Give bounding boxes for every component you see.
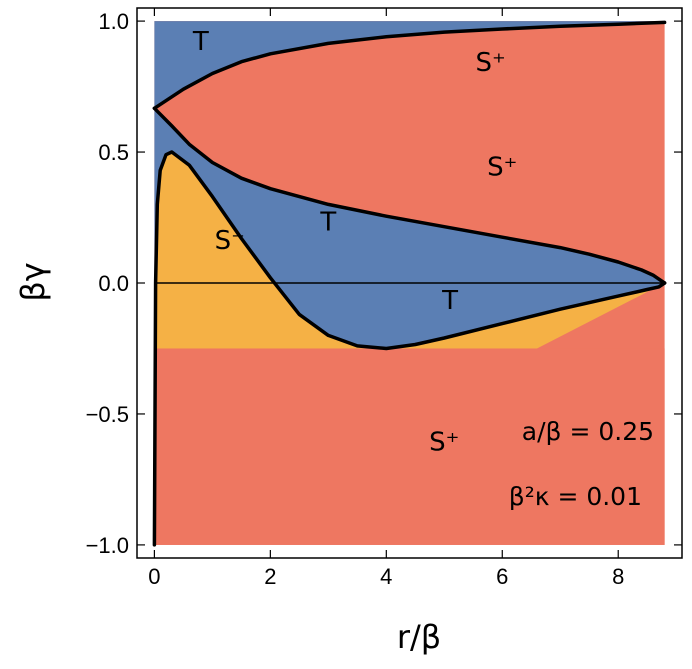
y-axis-title: βγ	[14, 262, 52, 301]
boundary-curve-1	[152, 20, 667, 111]
x-tick-label-0: 0	[148, 564, 160, 589]
x-axis-title: r/β	[397, 618, 441, 656]
region-label-0: T	[192, 27, 209, 57]
region-t-lobe	[154, 108, 665, 545]
region-labels: T S⁺ S⁺ T S⁻ T S⁺	[192, 27, 518, 458]
region-label-6: S⁺	[429, 428, 459, 458]
region-label-4: S⁻	[215, 226, 245, 256]
x-tick-label-1: 2	[264, 564, 276, 589]
x-tick-label-3: 6	[496, 564, 508, 589]
region-t-upper	[154, 21, 665, 109]
x-tick-label-4: 8	[612, 564, 624, 589]
region-label-2: S⁺	[487, 153, 517, 183]
x-tick-label-2: 4	[380, 564, 392, 589]
boundary-curve-3	[152, 150, 667, 547]
region-label-3: T	[319, 208, 336, 238]
region-s-plus-lower	[154, 348, 665, 545]
annotation-beta2-kappa: β²κ = 0.01	[509, 482, 642, 511]
region-label-1: S⁺	[476, 48, 506, 78]
y-tick-label-0: 1.0	[98, 9, 129, 34]
boundary-curves	[152, 20, 667, 547]
axis-ticks: 0 2 4 6 8 1.0 0.5 0.0 −0.5 −1.0	[86, 8, 682, 589]
y-tick-label-1: 0.5	[98, 140, 129, 165]
y-tick-label-2: 0.0	[98, 271, 129, 296]
y-tick-label-3: −0.5	[86, 402, 129, 427]
y-tick-label-4: −1.0	[86, 533, 129, 558]
boundary-curve-2	[152, 106, 667, 285]
annotation-a-beta: a/β = 0.25	[522, 417, 654, 446]
region-label-5: T	[441, 286, 458, 316]
